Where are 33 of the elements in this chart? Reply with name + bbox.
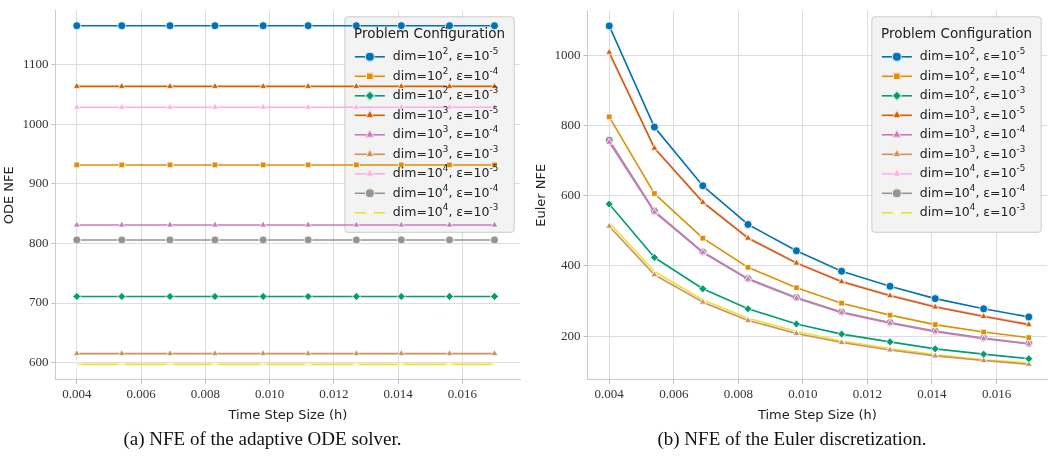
x-tick-label: 0.012 bbox=[852, 386, 883, 402]
y-tick-label: 900 bbox=[29, 175, 49, 191]
x-tick-label: 0.006 bbox=[126, 386, 157, 402]
y-tick-label: 600 bbox=[29, 353, 49, 369]
x-tick-label: 0.016 bbox=[981, 386, 1012, 402]
y-tick-label: 600 bbox=[561, 187, 581, 203]
legend-title: Problem Configuration bbox=[881, 25, 1033, 42]
x-tick-label: 0.008 bbox=[723, 386, 753, 402]
x-tick-label: 0.016 bbox=[447, 386, 478, 402]
x-tick-label: 0.006 bbox=[659, 386, 689, 402]
y-axis-title: ODE NFE bbox=[1, 166, 17, 225]
x-axis-title: Time Step Size (h) bbox=[756, 406, 877, 422]
x-tick-label: 0.014 bbox=[383, 386, 414, 402]
text: (a) NFE of the adaptive ODE solver. bbox=[122, 428, 403, 450]
legend-title: Problem Configuration bbox=[354, 25, 506, 42]
y-tick-label: 1100 bbox=[23, 56, 49, 72]
y-axis-title: Euler NFE bbox=[533, 163, 549, 227]
x-axis-title: Time Step Size (h) bbox=[227, 406, 348, 422]
y-tick-label: 200 bbox=[561, 327, 581, 343]
x-tick-label: 0.004 bbox=[594, 386, 625, 402]
x-tick-label: 0.014 bbox=[917, 386, 948, 402]
x-tick-label: 0.010 bbox=[254, 386, 285, 402]
text: (b) NFE of the Euler discretization. bbox=[656, 428, 928, 450]
x-tick-label: 0.012 bbox=[319, 386, 349, 402]
x-tick-label: 0.008 bbox=[190, 386, 220, 402]
y-tick-label: 400 bbox=[561, 257, 581, 273]
y-tick-label: 800 bbox=[29, 234, 49, 250]
x-tick-label: 0.004 bbox=[62, 386, 92, 402]
y-tick-label: 1000 bbox=[554, 46, 581, 62]
x-tick-label: 0.010 bbox=[788, 386, 818, 402]
y-tick-label: 700 bbox=[29, 294, 49, 310]
y-tick-label: 1000 bbox=[22, 115, 49, 131]
y-tick-label: 800 bbox=[561, 116, 581, 132]
